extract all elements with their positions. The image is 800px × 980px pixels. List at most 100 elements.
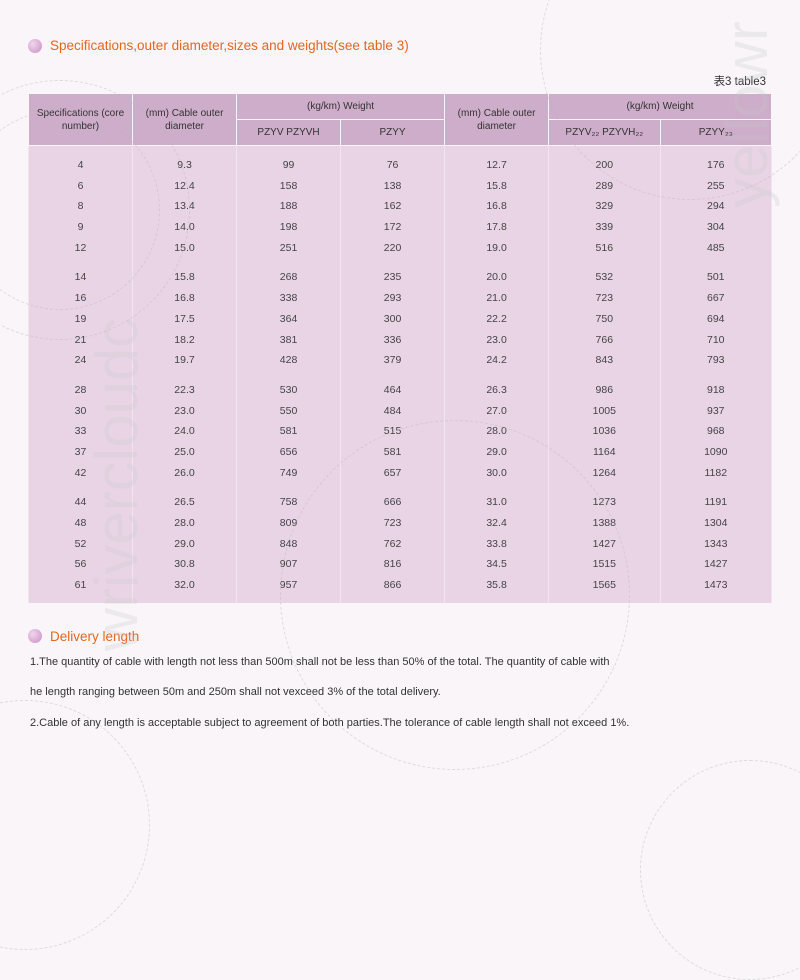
table-cell: 12 (29, 238, 133, 259)
table-row: 813.418816216.8329294 (29, 196, 772, 217)
table-cell: 21 (29, 330, 133, 351)
table-cell: 809 (237, 513, 341, 534)
table-row: 3023.055048427.01005937 (29, 401, 772, 422)
table-cell: 23.0 (133, 401, 237, 422)
col-w2b: PZYY₂₃ (660, 120, 771, 146)
table-row: 2118.238133623.0766710 (29, 330, 772, 351)
table-cell: 198 (237, 217, 341, 238)
col-w1a: PZYV PZYVH (237, 120, 341, 146)
table-row: 612.415813815.8289255 (29, 176, 772, 197)
table-cell: 667 (660, 288, 771, 309)
table-row: 5229.084876233.814271343 (29, 534, 772, 555)
table-cell: 9 (29, 217, 133, 238)
table-cell: 484 (341, 401, 445, 422)
table-cell: 749 (237, 463, 341, 484)
table-cell: 338 (237, 288, 341, 309)
table-cell: 1427 (660, 554, 771, 575)
table-cell: 162 (341, 196, 445, 217)
table-cell: 19 (29, 309, 133, 330)
table-cell: 188 (237, 196, 341, 217)
table-row: 2419.742837924.2843793 (29, 350, 772, 371)
table-cell: 766 (549, 330, 660, 351)
table-cell: 300 (341, 309, 445, 330)
table-cell: 1005 (549, 401, 660, 422)
table-cell: 656 (237, 442, 341, 463)
table-cell: 1182 (660, 463, 771, 484)
table-cell: 12.4 (133, 176, 237, 197)
table-cell: 220 (341, 238, 445, 259)
col-w1b: PZYY (341, 120, 445, 146)
table-cell: 99 (237, 146, 341, 176)
table-cell: 61 (29, 575, 133, 603)
table-cell: 138 (341, 176, 445, 197)
table-cell: 26.0 (133, 463, 237, 484)
table-cell: 379 (341, 350, 445, 371)
table-cell: 710 (660, 330, 771, 351)
table-cell: 29.0 (133, 534, 237, 555)
table-cell: 532 (549, 258, 660, 288)
table-cell: 6 (29, 176, 133, 197)
table-cell: 14.0 (133, 217, 237, 238)
col-weight2: (kg/km) Weight (549, 94, 772, 120)
bullet-icon (28, 629, 42, 643)
table-cell: 918 (660, 371, 771, 401)
table-cell: 294 (660, 196, 771, 217)
table-cell: 16 (29, 288, 133, 309)
table-cell: 1264 (549, 463, 660, 484)
table-row: 4226.074965730.012641182 (29, 463, 772, 484)
section-header-specs: Specifications,outer diameter,sizes and … (28, 38, 772, 53)
table-cell: 1090 (660, 442, 771, 463)
delivery-text: 1.The quantity of cable with length not … (30, 654, 772, 732)
table-label: 表3 table3 (28, 73, 772, 89)
table-cell: 1191 (660, 483, 771, 513)
table-cell: 30 (29, 401, 133, 422)
table-cell: 30.8 (133, 554, 237, 575)
table-cell: 34.5 (445, 554, 549, 575)
table-cell: 30.0 (445, 463, 549, 484)
bullet-icon (28, 39, 42, 53)
col-w2a: PZYV₂₂ PZYVH₂₂ (549, 120, 660, 146)
table-cell: 336 (341, 330, 445, 351)
table-cell: 17.8 (445, 217, 549, 238)
table-cell: 33.8 (445, 534, 549, 555)
table-row: 3725.065658129.011641090 (29, 442, 772, 463)
table-cell: 24.2 (445, 350, 549, 371)
table-cell: 329 (549, 196, 660, 217)
table-cell: 581 (341, 442, 445, 463)
table-cell: 200 (549, 146, 660, 176)
table-cell: 1388 (549, 513, 660, 534)
section-title: Specifications,outer diameter,sizes and … (50, 38, 409, 53)
table-row: 1616.833829321.0723667 (29, 288, 772, 309)
table-row: 4828.080972332.413881304 (29, 513, 772, 534)
table-cell: 304 (660, 217, 771, 238)
delivery-para: he length ranging between 50m and 250m s… (30, 684, 772, 701)
table-cell: 56 (29, 554, 133, 575)
table-cell: 9.3 (133, 146, 237, 176)
table-cell: 29.0 (445, 442, 549, 463)
table-cell: 26.3 (445, 371, 549, 401)
table-cell: 8 (29, 196, 133, 217)
table-cell: 968 (660, 421, 771, 442)
table-cell: 31.0 (445, 483, 549, 513)
col-diam2: (mm) Cable outer diameter (445, 94, 549, 146)
table-cell: 33 (29, 421, 133, 442)
section-title: Delivery length (50, 629, 139, 644)
delivery-para: 2.Cable of any length is acceptable subj… (30, 715, 772, 732)
table-cell: 28.0 (133, 513, 237, 534)
table-cell: 516 (549, 238, 660, 259)
table-cell: 27.0 (445, 401, 549, 422)
table-cell: 1473 (660, 575, 771, 603)
table-cell: 28 (29, 371, 133, 401)
table-cell: 1515 (549, 554, 660, 575)
table-cell: 16.8 (133, 288, 237, 309)
table-row: 1917.536430022.2750694 (29, 309, 772, 330)
table-cell: 15.0 (133, 238, 237, 259)
table-cell: 723 (549, 288, 660, 309)
table-cell: 986 (549, 371, 660, 401)
table-cell: 20.0 (445, 258, 549, 288)
table-cell: 13.4 (133, 196, 237, 217)
table-cell: 35.8 (445, 575, 549, 603)
table-row: 1415.826823520.0532501 (29, 258, 772, 288)
table-cell: 19.0 (445, 238, 549, 259)
table-row: 49.3997612.7200176 (29, 146, 772, 176)
